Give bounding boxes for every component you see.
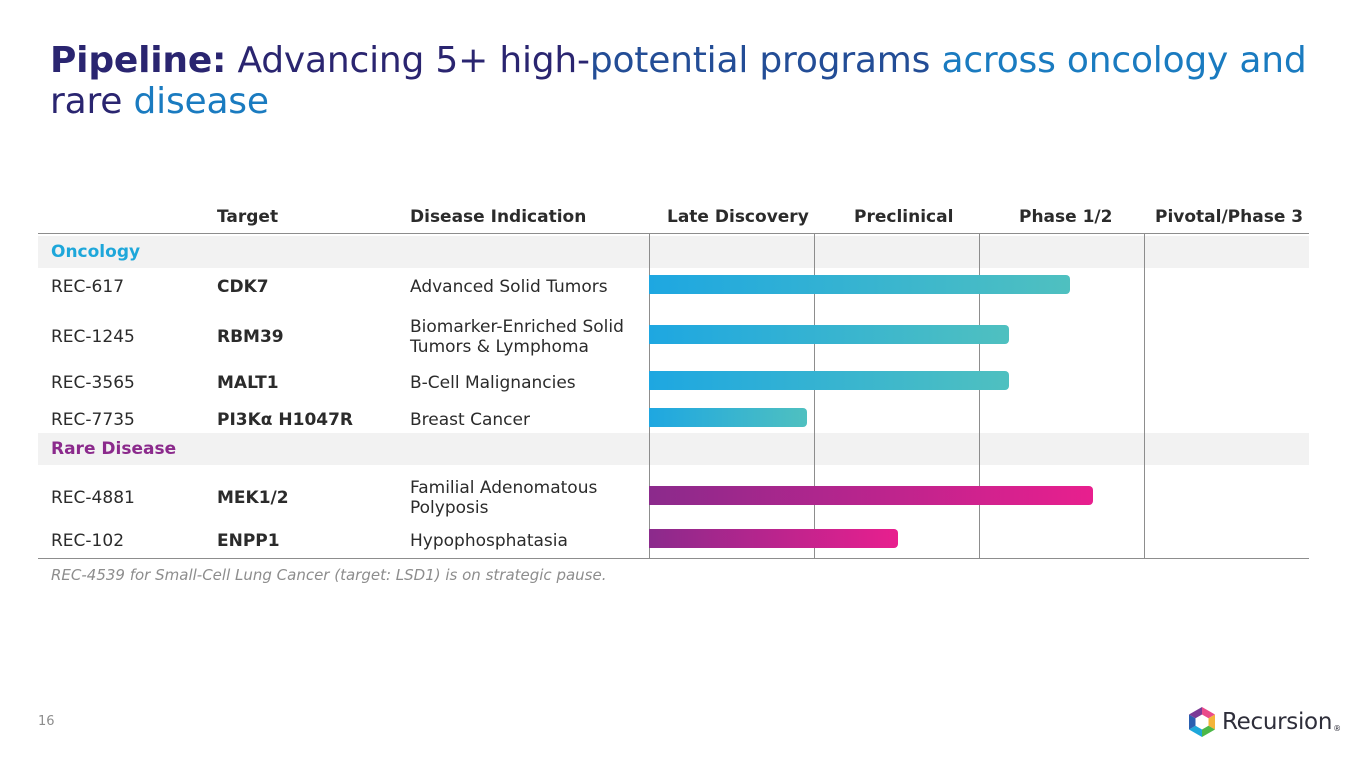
disease-indication: Hypophosphatasia xyxy=(410,531,568,551)
column-header: Preclinical xyxy=(854,207,954,227)
progress-bar xyxy=(649,370,1009,390)
progress-bar xyxy=(649,485,1093,505)
footnote: REC-4539 for Small-Cell Lung Cancer (tar… xyxy=(51,566,607,584)
column-header: Pivotal/Phase 3 xyxy=(1155,207,1304,227)
phase-gridline xyxy=(1144,431,1145,558)
recursion-logo: Recursion ® xyxy=(1188,705,1341,739)
program-name: REC-3565 xyxy=(51,373,135,393)
page-number: 16 xyxy=(38,714,55,729)
category-band xyxy=(38,236,1309,268)
disease-indication: B-Cell Malignancies xyxy=(410,373,576,393)
logo-text: Recursion xyxy=(1222,709,1333,735)
page-title: Pipeline: Advancing 5+ high-potential pr… xyxy=(50,40,1307,122)
progress-bar xyxy=(649,324,1009,344)
category-label: Rare Disease xyxy=(51,439,177,459)
target-name: PI3Kα H1047R xyxy=(217,410,354,430)
recursion-hexagon-icon xyxy=(1189,707,1215,737)
progress-bar xyxy=(649,407,807,427)
target-name: ENPP1 xyxy=(217,531,280,551)
category-band xyxy=(38,433,1309,465)
section-divider xyxy=(38,558,1309,559)
disease-indication: Advanced Solid Tumors xyxy=(410,277,608,297)
column-header: Phase 1/2 xyxy=(1019,207,1113,227)
column-header: Late Discovery xyxy=(667,207,809,227)
disease-indication: Biomarker-Enriched Solid Tumors & Lympho… xyxy=(410,317,624,357)
program-name: REC-7735 xyxy=(51,410,135,430)
program-name: REC-617 xyxy=(51,277,125,297)
header-divider xyxy=(38,233,1309,234)
target-name: CDK7 xyxy=(217,277,269,297)
logo-registered-mark: ® xyxy=(1333,723,1342,733)
disease-indication: Familial Adenomatous Polyposis xyxy=(410,478,598,518)
column-header: Disease Indication xyxy=(410,207,587,227)
progress-bar xyxy=(649,528,898,548)
target-name: MEK1/2 xyxy=(217,488,289,508)
category-label: Oncology xyxy=(51,242,141,262)
disease-indication: Breast Cancer xyxy=(410,410,530,430)
program-name: REC-4881 xyxy=(51,488,135,508)
target-name: MALT1 xyxy=(217,373,279,393)
phase-gridline xyxy=(1144,234,1145,437)
column-header: Target xyxy=(217,207,279,227)
progress-bar xyxy=(649,274,1070,294)
program-name: REC-102 xyxy=(51,531,125,551)
target-name: RBM39 xyxy=(217,327,284,347)
program-name: REC-1245 xyxy=(51,327,135,347)
